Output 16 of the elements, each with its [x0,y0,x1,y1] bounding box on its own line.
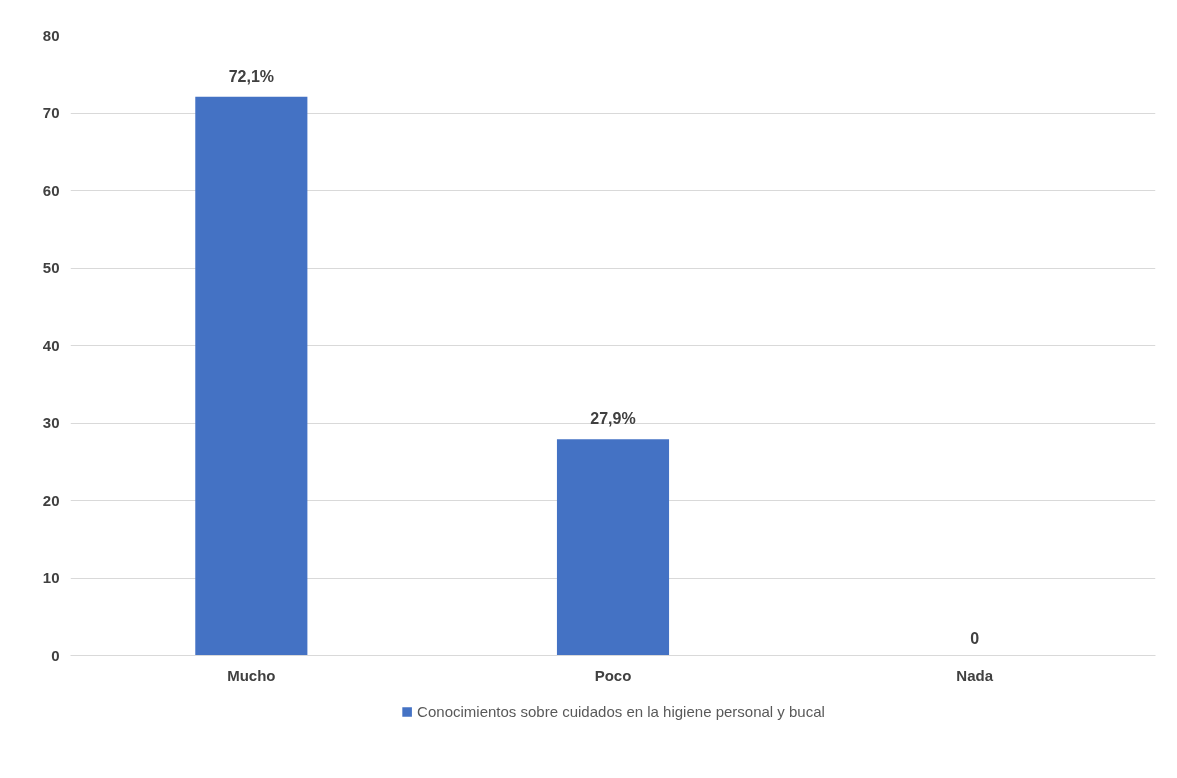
y-tick-label: 30 [42,414,60,431]
legend-label: Conocimientos sobre cuidados en la higiene personal y bucal [417,702,825,720]
data-label: 0 [970,629,980,647]
y-tick-label: 10 [42,569,60,586]
x-tick-label: Nada [956,666,994,684]
y-tick-label: 60 [42,181,60,199]
y-tick-label: 0 [51,646,60,664]
data-label: 27,9% [590,410,636,428]
y-tick-label: 20 [42,491,60,509]
y-tick-label: 50 [42,259,60,276]
data-label: 72,1% [228,67,275,85]
y-tick-label: 70 [42,104,60,121]
y-tick-label: 40 [42,336,60,354]
x-tick-label: Poco [594,666,632,684]
x-tick-label: Mucho [227,666,276,684]
y-tick-label: 80 [42,26,60,44]
